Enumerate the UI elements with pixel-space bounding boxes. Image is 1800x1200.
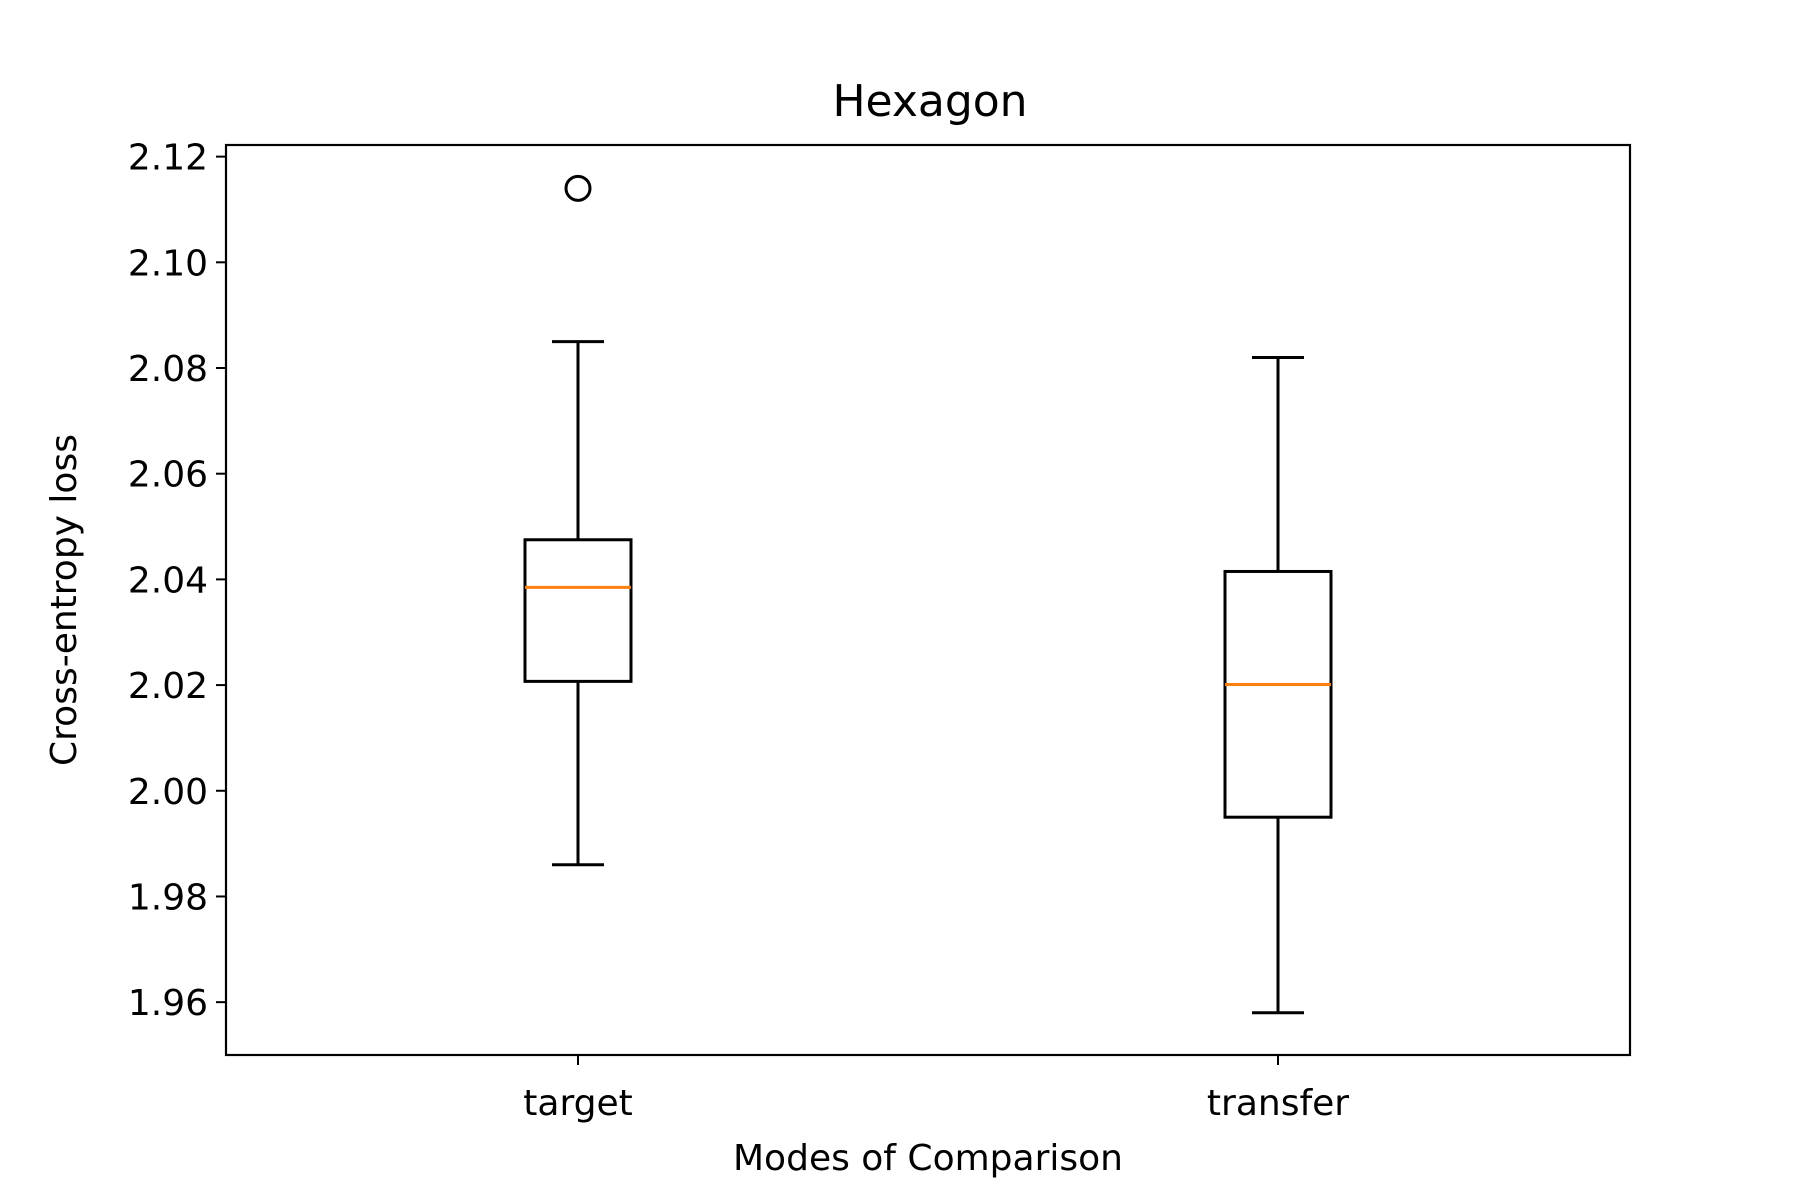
- y-axis-label: Cross-entropy loss: [44, 434, 85, 766]
- outlier-point: [564, 174, 592, 202]
- x-tick-label: target: [523, 1083, 632, 1124]
- plot-area: [523, 174, 1333, 1015]
- box-iqr: [523, 538, 633, 683]
- y-tick-label: 2.06: [128, 455, 208, 496]
- x-axis: target transfer: [523, 1055, 1349, 1124]
- y-tick-label: 2.12: [128, 138, 208, 179]
- chart-title: Hexagon: [832, 76, 1027, 127]
- plot-frame: [224, 143, 1632, 1057]
- y-tick-label: 2.10: [128, 243, 208, 284]
- y-tick-label: 2.08: [128, 349, 208, 390]
- y-tick-label: 1.98: [128, 877, 208, 918]
- y-axis: 1.96 1.98 2.00 2.02 2.04 2.06 2.08 2.10 2.12: [128, 138, 226, 1024]
- x-tick-label: transfer: [1207, 1083, 1349, 1124]
- box-target: [523, 174, 633, 867]
- y-tick-label: 1.96: [128, 983, 208, 1024]
- y-tick-label: 2.00: [128, 772, 208, 813]
- x-axis-label: Modes of Comparison: [733, 1138, 1123, 1179]
- y-tick-label: 2.02: [128, 666, 208, 707]
- box-iqr: [1223, 569, 1333, 819]
- box-transfer: [1223, 355, 1333, 1015]
- y-tick-label: 2.04: [128, 560, 208, 601]
